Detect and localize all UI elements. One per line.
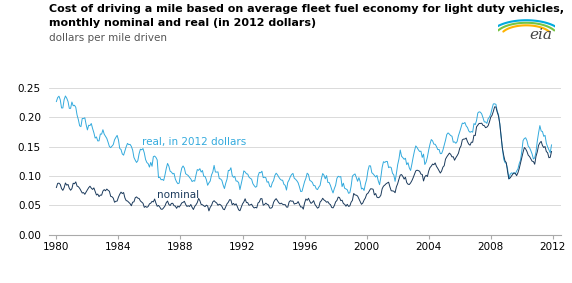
- Text: nominal: nominal: [157, 190, 199, 200]
- Text: dollars per mile driven: dollars per mile driven: [49, 33, 166, 42]
- Text: monthly nominal and real (in 2012 dollars): monthly nominal and real (in 2012 dollar…: [49, 18, 316, 28]
- Text: eia: eia: [529, 28, 552, 42]
- Text: Cost of driving a mile based on average fleet fuel economy for light duty vehicl: Cost of driving a mile based on average …: [49, 4, 563, 14]
- Text: real, in 2012 dollars: real, in 2012 dollars: [142, 137, 246, 147]
